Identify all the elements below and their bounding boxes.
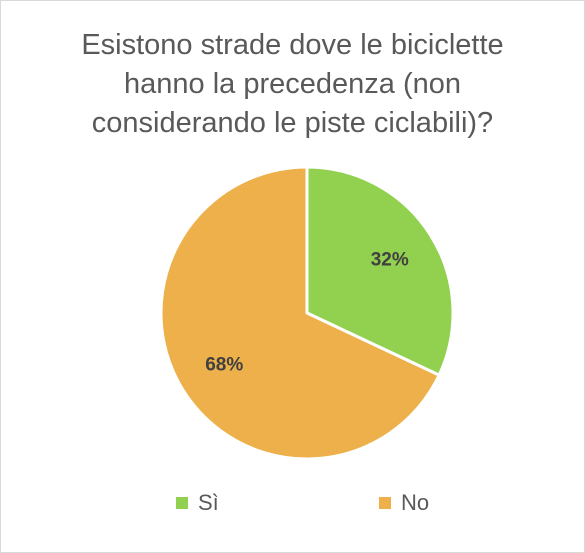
- pie-slice-no: [159, 165, 441, 461]
- legend-swatch-si: [176, 497, 188, 509]
- chart-title: Esistono strade dove le biciclette hanno…: [81, 29, 504, 139]
- slice-label-si: 32%: [371, 250, 409, 271]
- slice-label-no: 68%: [205, 355, 243, 376]
- legend-label-no: No: [401, 490, 430, 515]
- legend-item-si: Sì: [176, 490, 219, 516]
- legend: Sì No: [0, 490, 585, 520]
- legend-label-si: Sì: [198, 490, 219, 515]
- legend-swatch-no: [379, 497, 391, 509]
- pie-slice-si: [305, 165, 455, 377]
- legend-item-no: No: [379, 490, 429, 516]
